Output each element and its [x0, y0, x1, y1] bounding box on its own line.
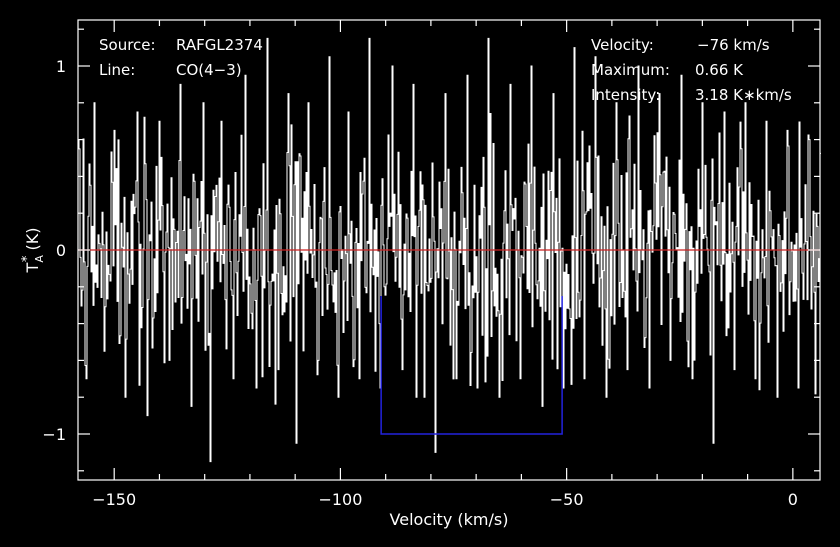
line-label: Line:: [99, 61, 136, 79]
y-tick-label: 0: [56, 241, 66, 260]
x-tick-label: −50: [550, 490, 584, 509]
maximum-label: Maximum:: [591, 61, 670, 79]
velocity-value: −76 km/s: [697, 36, 770, 54]
source-value: RAFGL2374: [176, 36, 263, 54]
x-tick-label: −150: [92, 490, 136, 509]
y-axis-label: TA* (K): [20, 228, 46, 274]
intensity-value: 3.18 K∗km/s: [695, 86, 792, 104]
x-tick-label: −100: [318, 490, 362, 509]
x-tick-label: 0: [788, 490, 798, 509]
spectrum-line: [78, 37, 821, 463]
overlay-layer: [78, 249, 820, 435]
intensity-label: Intensity:: [591, 86, 661, 104]
x-axis-label: Velocity (km/s): [390, 510, 509, 529]
integration-window: [380, 296, 563, 435]
y-tick-label: −1: [42, 425, 66, 444]
line-value: CO(4−3): [176, 61, 242, 79]
maximum-value: 0.66 K: [695, 61, 744, 79]
axis-ticks: [78, 20, 820, 480]
spectrum-series: [78, 37, 821, 463]
y-tick-label: 1: [56, 57, 66, 76]
axis-labels: −150 −100 −50 0 −1 0 1 Velocity (km/s) TA* (K): [20, 57, 798, 529]
velocity-label: Velocity:: [591, 36, 654, 54]
source-label: Source:: [99, 36, 156, 54]
